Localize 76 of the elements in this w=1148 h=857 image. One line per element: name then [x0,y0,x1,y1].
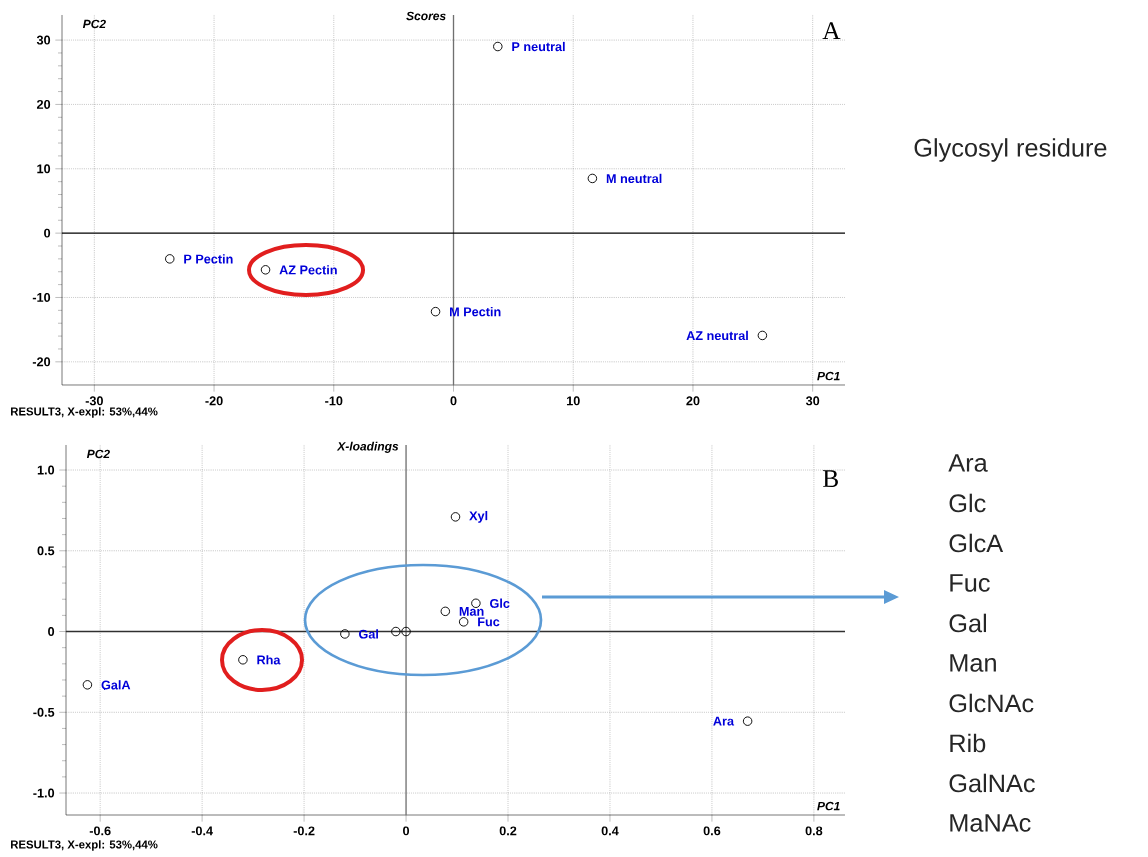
x-tick-label: 20 [686,396,700,406]
point [742,716,753,726]
x-tick-label: 0 [450,396,457,406]
annotation: Ara [713,716,735,726]
x-tick-label: 30 [805,396,820,406]
x-tick-label: 0.8 [805,826,823,836]
point [165,254,175,264]
annotation: Man [459,606,484,616]
x-tick-label: -0.2 [293,826,315,836]
y-tick-label: -10 [32,293,51,302]
text: Rib [950,733,986,753]
x-tick-label: -10 [325,396,343,406]
text: GalNAc [949,773,1035,793]
point [493,41,503,52]
annotation: Xyl [469,510,488,523]
point [260,265,271,275]
y-tick-label: 10 [37,164,51,174]
point [587,173,598,184]
y-tick-label: 0 [44,228,51,238]
x-tick-label: -0.4 [191,826,213,836]
annotation: A [822,22,841,39]
point [391,626,401,637]
x-tick-label: 0.6 [703,826,721,836]
y-tick-label: -1.0 [33,788,55,798]
text: Man [950,654,996,672]
text: Glycosyl residure [914,138,1107,162]
text: Ara [948,454,988,472]
annotation: Glc [490,598,510,608]
annotation: Gal [358,629,378,639]
x-axis-title: PC1 [817,801,840,811]
x-tick-label: 0 [403,826,410,836]
text: Gal [949,613,987,633]
x-tick-label: 10 [566,396,580,406]
point [450,512,461,522]
annotation: P neutral [512,41,565,52]
x-tick-label: -20 [205,396,223,406]
text: Fuc [950,574,990,592]
point [82,680,93,690]
y-tick-label: 1.0 [37,465,55,475]
x-tick-label: 0.4 [601,826,619,836]
x-axis-title: PC1 [817,371,840,381]
y-tick-label: 0.5 [37,546,55,556]
point [430,306,441,317]
annotation: M neutral [606,173,662,184]
text: GlcA [949,533,1004,553]
text: MaNAc [950,814,1031,832]
annotation: Fuc [478,617,500,627]
point [401,626,411,637]
x-tick-label: 0.2 [499,826,517,836]
y-tick-label: 20 [36,99,51,109]
point [340,629,350,639]
y-tick-label: -0.5 [33,707,55,717]
annotation: B [823,470,838,487]
annotation: AZ Pectin [279,265,337,275]
text: RESULT3, X-expl: 53%,44% [11,840,158,851]
point [458,617,469,627]
y-tick-label: -20 [32,357,51,367]
y-axis-title: PC2 [82,19,106,29]
annotation: GalA [101,680,131,690]
point [757,330,768,341]
point [238,655,248,665]
y-tick-label: 30 [36,35,51,45]
chart-title: Scores [406,11,446,21]
point [440,606,451,617]
text: GlcNAc [949,693,1034,713]
y-axis-title: PC2 [86,449,110,459]
annotation: Rha [257,655,281,665]
x-tick-label: -0.6 [89,826,111,836]
point [471,598,481,608]
text: RESULT3, X-expl: 53%,44% [11,407,158,418]
x-tick-label: -30 [85,396,103,406]
chart-title: X-loadings [336,441,399,453]
y-tick-label: 0 [48,627,55,637]
annotation: AZ neutral [686,330,748,341]
annotation: P Pectin [184,254,233,264]
text: Glc [949,493,986,513]
